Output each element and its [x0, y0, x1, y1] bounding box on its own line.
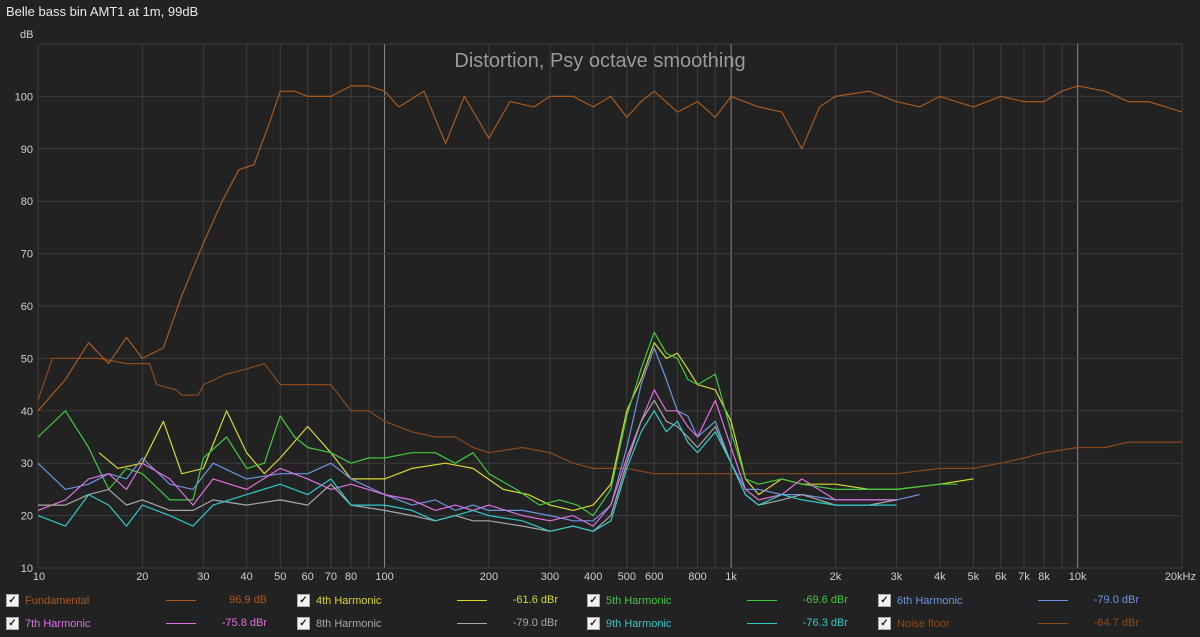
- legend-value: -64.7 dBr: [1093, 617, 1139, 629]
- legend-value: -69.6 dBr: [802, 594, 848, 606]
- legend-label: 8th Harmonic: [316, 617, 382, 630]
- legend-swatch: [747, 600, 777, 601]
- x-tick-label: 8k: [1038, 571, 1050, 583]
- x-tick-label: 3k: [891, 571, 903, 583]
- legend-item-8th-harmonic[interactable]: ✓ 8th Harmonic: [297, 617, 381, 630]
- y-tick-label: 20: [21, 511, 33, 523]
- legend-checkbox[interactable]: ✓: [878, 594, 891, 607]
- legend-label: Fundamental: [25, 594, 90, 607]
- x-tick-label: 20: [136, 571, 148, 583]
- legend-value: 96.9 dB: [229, 594, 267, 606]
- x-tick-label: 600: [645, 571, 663, 583]
- legend-checkbox[interactable]: ✓: [878, 617, 891, 630]
- legend-item-9th-harmonic[interactable]: ✓ 9th Harmonic: [587, 617, 671, 630]
- series-line-9th-harmonic: [37, 410, 897, 532]
- legend-value: -61.6 dBr: [512, 594, 558, 606]
- series-line-fundamental: [37, 85, 1183, 412]
- legend-swatch: [166, 600, 196, 601]
- legend-label: 5th Harmonic: [606, 594, 672, 607]
- y-tick-label: 100: [15, 91, 33, 103]
- grid: [37, 43, 1183, 569]
- legend-item-fundamental[interactable]: ✓ Fundamental: [6, 594, 89, 607]
- x-tick-label: 7k: [1018, 571, 1030, 583]
- legend-checkbox[interactable]: ✓: [6, 594, 19, 607]
- legend-value: -76.3 dBr: [802, 617, 848, 629]
- legend-checkbox[interactable]: ✓: [587, 617, 600, 630]
- y-axis-unit: dB: [20, 29, 33, 41]
- legend-swatch: [166, 623, 196, 624]
- legend-label: 4th Harmonic: [316, 594, 382, 607]
- y-tick-label: 80: [21, 196, 33, 208]
- legend-value: -79.0 dBr: [1093, 594, 1139, 606]
- x-tick-label: 6k: [995, 571, 1007, 583]
- y-tick-label: 30: [21, 458, 33, 470]
- y-tick-label: 70: [21, 249, 33, 261]
- legend-swatch: [1038, 600, 1068, 601]
- legend-checkbox[interactable]: ✓: [297, 594, 310, 607]
- series-line-noise-floor: [37, 357, 1182, 475]
- legend-item-5th-harmonic[interactable]: ✓ 5th Harmonic: [587, 594, 671, 607]
- axis-ticks: 10 20 30 40 50 60 70 80 100 200 300 400 500 600 800 1k 2…: [15, 91, 1196, 583]
- series-line-7th-harmonic: [37, 389, 897, 527]
- series-lines: [37, 85, 1183, 532]
- x-tick-label: 800: [688, 571, 706, 583]
- legend-checkbox[interactable]: ✓: [297, 617, 310, 630]
- series-line-4th-harmonic: [98, 342, 974, 511]
- legend-label: Noise floor: [897, 617, 950, 630]
- legend-checkbox[interactable]: ✓: [587, 594, 600, 607]
- x-tick-label: 100: [375, 571, 393, 583]
- legend-swatch: [1038, 623, 1068, 624]
- legend-label: 9th Harmonic: [606, 617, 672, 630]
- x-tick-label: 10k: [1069, 571, 1087, 583]
- legend-value: -79.0 dBr: [512, 617, 558, 629]
- x-tick-label: 200: [480, 571, 498, 583]
- legend-label: 6th Harmonic: [897, 594, 963, 607]
- legend-label: 7th Harmonic: [25, 617, 91, 630]
- legend-value: -75.8 dBr: [221, 617, 267, 629]
- legend: ✓ Fundamental 96.9 dB ✓ 4th Harmonic -61.6 dB…: [0, 588, 1200, 637]
- x-tick-label: 500: [618, 571, 636, 583]
- legend-checkbox[interactable]: ✓: [6, 617, 19, 630]
- x-tick-label: 400: [584, 571, 602, 583]
- x-tick-label: 1k: [725, 571, 737, 583]
- legend-item-4th-harmonic[interactable]: ✓ 4th Harmonic: [297, 594, 381, 607]
- series-line-5th-harmonic: [37, 331, 958, 517]
- distortion-chart: Distortion, Psy octave smoothing dB 10 20…: [15, 29, 1196, 583]
- x-tick-label: 60: [302, 571, 314, 583]
- series-line-6th-harmonic: [37, 347, 920, 522]
- y-tick-label: 60: [21, 301, 33, 313]
- x-tick-label: 40: [241, 571, 253, 583]
- y-tick-label: 90: [21, 144, 33, 156]
- x-tick-label: 30: [197, 571, 209, 583]
- x-tick-label: 10: [33, 571, 45, 583]
- x-tick-label: 50: [274, 571, 286, 583]
- x-tick-label: 70: [325, 571, 337, 583]
- x-tick-label: 80: [345, 571, 357, 583]
- x-tick-label: 300: [541, 571, 559, 583]
- x-tick-label: 20kHz: [1165, 571, 1196, 583]
- x-tick-label: 5k: [968, 571, 980, 583]
- legend-item-7th-harmonic[interactable]: ✓ 7th Harmonic: [6, 617, 90, 630]
- legend-item-6th-harmonic[interactable]: ✓ 6th Harmonic: [878, 594, 962, 607]
- x-tick-label: 2k: [830, 571, 842, 583]
- y-tick-label: 40: [21, 406, 33, 418]
- legend-swatch: [457, 600, 487, 601]
- chart-title: Distortion, Psy octave smoothing: [454, 50, 745, 72]
- window-title: Belle bass bin AMT1 at 1m, 99dB: [6, 4, 199, 19]
- y-tick-label: 50: [21, 353, 33, 365]
- x-tick-label: 4k: [934, 571, 946, 583]
- legend-swatch: [457, 623, 487, 624]
- legend-swatch: [747, 623, 777, 624]
- y-tick-label: 10: [21, 563, 33, 575]
- legend-item-noise-floor[interactable]: ✓ Noise floor: [878, 617, 950, 630]
